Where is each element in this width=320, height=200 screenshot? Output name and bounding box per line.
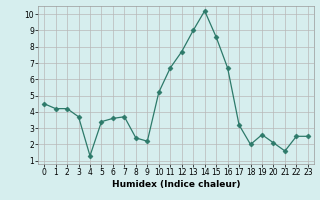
X-axis label: Humidex (Indice chaleur): Humidex (Indice chaleur): [112, 180, 240, 189]
